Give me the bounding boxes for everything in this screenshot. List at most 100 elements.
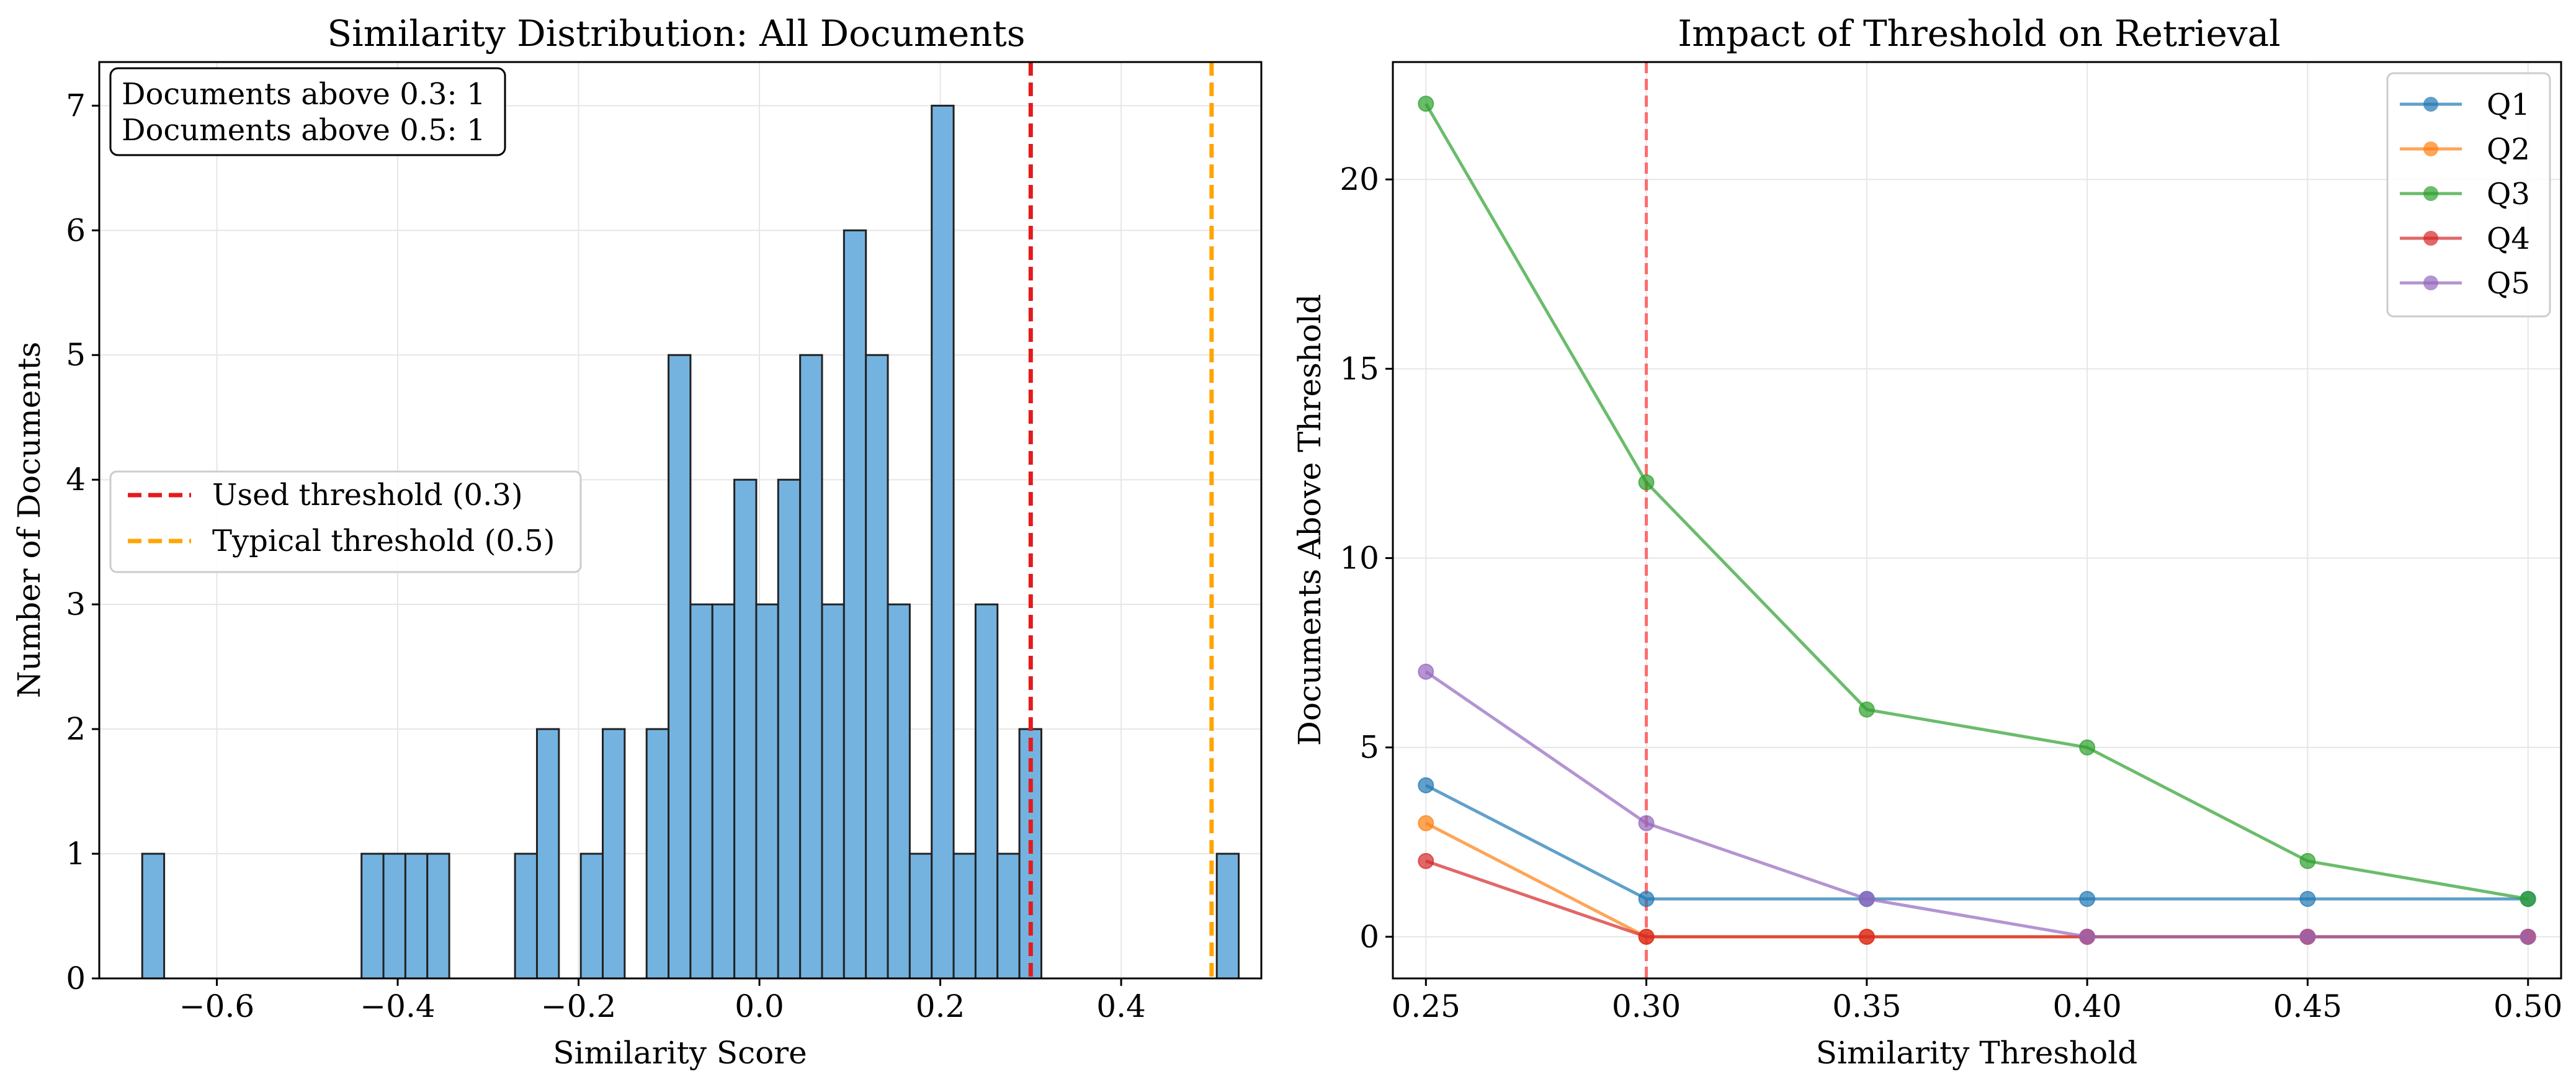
chart2-x-tick-label: 0.25 (1392, 988, 1460, 1024)
series-q2-point (1418, 815, 1434, 831)
chart1-y-tick-label: 7 (66, 87, 86, 123)
histogram-bar (908, 852, 933, 980)
chart2-y-tick-label: 10 (1339, 540, 1379, 576)
series-q1-point (1638, 890, 1655, 907)
series-q3-point (1858, 701, 1875, 718)
legend-q1-swatch-marker (2423, 97, 2438, 112)
chart1-plot-frame (98, 61, 1263, 980)
series-q1 (1418, 777, 2536, 907)
chart2-y-tick-label: 5 (1359, 730, 1379, 766)
chart1-x-tick-label: −0.2 (541, 988, 616, 1024)
histogram-bar (777, 478, 802, 980)
chart2-y-ticks: 0 5 10 15 20 (1339, 161, 1393, 955)
series-q2-line (1425, 821, 2528, 939)
histogram-bar (733, 478, 758, 980)
histogram-bar (360, 852, 385, 980)
series-q3-point (2299, 852, 2316, 869)
histogram-bar (535, 728, 560, 980)
histogram-bar (645, 728, 670, 980)
histogram-bar (602, 728, 626, 980)
chart1-y-ticks: 0 1 2 3 4 5 6 7 (66, 87, 99, 996)
chart2-x-tick-label: 0.30 (1612, 988, 1681, 1024)
chart1-x-tick-label: 0.4 (1096, 988, 1146, 1024)
chart1-y-tick-label: 4 (66, 462, 86, 498)
histogram-bar (404, 852, 429, 980)
chart1-y-tick-label: 1 (66, 836, 86, 872)
chart2-x-tick-label: 0.40 (2052, 988, 2121, 1024)
series-q3-line (1424, 102, 2529, 901)
legend-q5-label: Q5 (2487, 266, 2530, 301)
legend-q3-label: Q3 (2487, 177, 2530, 212)
histogram-bar (711, 603, 736, 980)
histogram-chart: Similarity Distribution: All Documents −… (11, 12, 1263, 1071)
series-q1-line (1425, 784, 2528, 901)
chart2-x-tick-label: 0.45 (2273, 988, 2342, 1024)
series-q4-point (1418, 852, 1434, 869)
legend-q2-label: Q2 (2487, 132, 2530, 167)
chart2-x-tick-label: 0.35 (1832, 988, 1901, 1024)
legend-used-threshold-label: Used threshold (0.3) (212, 478, 523, 512)
chart2-series (1418, 96, 2536, 945)
series-q5-point (2299, 928, 2316, 945)
legend-q3-swatch-marker (2423, 186, 2438, 201)
series-q5-point (1858, 890, 1875, 907)
chart1-y-tick-label: 0 (66, 960, 86, 996)
histogram-bar (974, 603, 999, 980)
histogram-bar (426, 852, 450, 980)
series-q2 (1418, 815, 2536, 945)
histogram-bar (865, 354, 889, 980)
histogram-bar (141, 852, 166, 980)
chart2-y-tick-label: 15 (1339, 351, 1379, 387)
series-q3-point (1638, 474, 1655, 491)
chart1-y-tick-label: 5 (66, 337, 86, 373)
legend-q4-swatch-marker (2423, 231, 2438, 246)
legend-q4-label: Q4 (2487, 221, 2530, 256)
series-q3-point (1418, 96, 1434, 112)
histogram-bar (689, 603, 713, 980)
series-q3-point (2079, 739, 2096, 756)
chart2-grid (1393, 62, 2561, 978)
annotation-line-1: Documents above 0.3: 1 (122, 77, 486, 112)
series-q1-point (2079, 890, 2096, 907)
legend-q1-label: Q1 (2487, 87, 2530, 122)
threshold-line-chart: Impact of Threshold on Retrieval 0.25 0.3… (1292, 12, 2562, 1071)
chart2-x-axis-label: Similarity Threshold (1816, 1035, 2138, 1071)
series-q5 (1418, 663, 2536, 945)
histogram-bar (382, 852, 406, 980)
histogram-bar (821, 603, 845, 980)
series-q5-point (1638, 815, 1655, 831)
annotation-line-2: Documents above 0.5: 1 (122, 113, 486, 148)
legend-q5-swatch-marker (2423, 275, 2438, 290)
series-q3 (1418, 96, 2536, 907)
chart1-y-axis-label: Number of Documents (11, 342, 47, 699)
histogram-bar (514, 852, 538, 980)
chart2-title: Impact of Threshold on Retrieval (1678, 12, 2280, 55)
chart1-y-tick-label: 2 (66, 711, 86, 747)
series-q5-point (2520, 928, 2536, 945)
series-q5-point (1418, 663, 1434, 680)
series-q3-point (2520, 890, 2536, 907)
chart1-title: Similarity Distribution: All Documents (327, 12, 1025, 55)
histogram-bar (952, 852, 977, 980)
chart2-y-tick-label: 0 (1359, 919, 1379, 955)
series-q1-point (2299, 890, 2316, 907)
chart1-threshold-lines (1028, 62, 1214, 978)
chart1-x-tick-label: 0.2 (916, 988, 965, 1024)
series-q4-point (1638, 928, 1655, 945)
chart1-x-axis-label: Similarity Score (553, 1035, 807, 1071)
legend-q2-swatch-marker (2423, 141, 2438, 156)
chart1-x-tick-label: 0.0 (735, 988, 784, 1024)
chart2-plot-frame (1392, 61, 2562, 980)
chart1-y-tick-label: 3 (66, 586, 86, 622)
series-q5-line (1424, 670, 2528, 939)
chart1-annotation-box: Documents above 0.3: 1 Documents above 0… (109, 67, 506, 156)
chart1-x-tick-label: −0.6 (179, 988, 254, 1024)
chart1-x-ticks: −0.6 −0.4 −0.2 0.0 0.2 0.4 (179, 978, 1146, 1024)
histogram-bar (887, 603, 911, 980)
histogram-bar (1215, 852, 1240, 980)
chart2-x-tick-label: 0.50 (2493, 988, 2562, 1024)
histogram-bar (668, 354, 692, 980)
chart1-x-tick-label: −0.4 (360, 988, 435, 1024)
series-q4-point (1858, 928, 1875, 945)
